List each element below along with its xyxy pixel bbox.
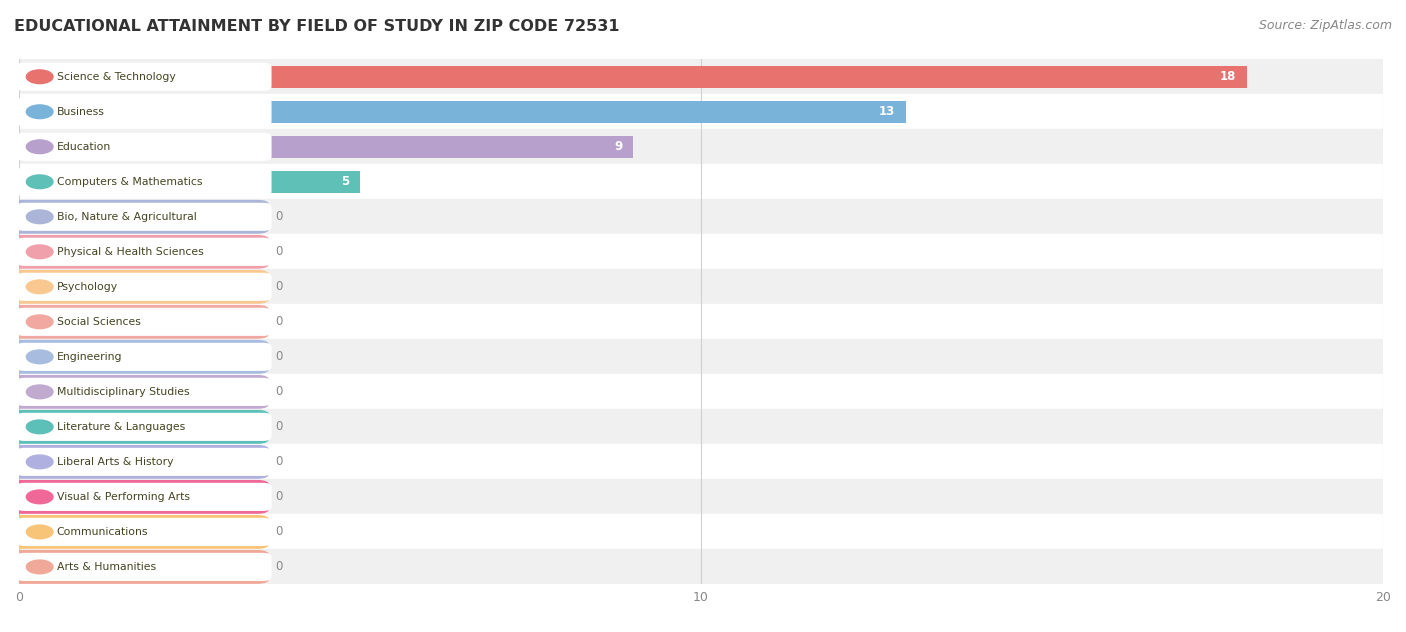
Text: Source: ZipAtlas.com: Source: ZipAtlas.com bbox=[1258, 19, 1392, 32]
Bar bbox=[20, 549, 1384, 585]
Text: Social Sciences: Social Sciences bbox=[56, 317, 141, 327]
FancyBboxPatch shape bbox=[15, 448, 271, 476]
Bar bbox=[20, 480, 1384, 514]
FancyBboxPatch shape bbox=[15, 133, 271, 161]
Circle shape bbox=[27, 560, 53, 574]
Circle shape bbox=[27, 280, 53, 294]
Text: Psychology: Psychology bbox=[56, 282, 118, 292]
FancyBboxPatch shape bbox=[15, 378, 271, 406]
FancyBboxPatch shape bbox=[7, 375, 270, 409]
FancyBboxPatch shape bbox=[15, 413, 271, 441]
Bar bbox=[20, 374, 1384, 410]
FancyBboxPatch shape bbox=[15, 203, 271, 231]
Text: Bio, Nature & Agricultural: Bio, Nature & Agricultural bbox=[56, 212, 197, 222]
Circle shape bbox=[27, 245, 53, 258]
Text: 0: 0 bbox=[274, 420, 283, 434]
Circle shape bbox=[27, 210, 53, 224]
FancyBboxPatch shape bbox=[7, 445, 270, 479]
Text: 0: 0 bbox=[274, 456, 283, 468]
Bar bbox=[20, 136, 633, 157]
Text: 0: 0 bbox=[274, 245, 283, 258]
Circle shape bbox=[27, 420, 53, 434]
Bar bbox=[20, 444, 1384, 480]
FancyBboxPatch shape bbox=[7, 340, 270, 374]
FancyBboxPatch shape bbox=[7, 480, 270, 514]
Bar bbox=[20, 164, 1384, 199]
FancyBboxPatch shape bbox=[15, 483, 271, 511]
Text: Arts & Humanities: Arts & Humanities bbox=[56, 562, 156, 572]
Circle shape bbox=[27, 105, 53, 119]
Circle shape bbox=[27, 455, 53, 469]
Text: 0: 0 bbox=[274, 525, 283, 538]
Bar bbox=[20, 514, 1384, 549]
Text: Science & Technology: Science & Technology bbox=[56, 72, 176, 82]
Text: Multidisciplinary Studies: Multidisciplinary Studies bbox=[56, 387, 190, 397]
FancyBboxPatch shape bbox=[15, 343, 271, 371]
Text: 0: 0 bbox=[274, 386, 283, 398]
Text: EDUCATIONAL ATTAINMENT BY FIELD OF STUDY IN ZIP CODE 72531: EDUCATIONAL ATTAINMENT BY FIELD OF STUDY… bbox=[14, 19, 620, 34]
Bar bbox=[20, 101, 905, 123]
Text: Computers & Mathematics: Computers & Mathematics bbox=[56, 177, 202, 187]
Bar bbox=[20, 269, 1384, 305]
FancyBboxPatch shape bbox=[7, 305, 270, 339]
Bar bbox=[20, 305, 1384, 339]
Text: Education: Education bbox=[56, 142, 111, 152]
Bar bbox=[20, 94, 1384, 130]
FancyBboxPatch shape bbox=[15, 238, 271, 266]
Text: Literature & Languages: Literature & Languages bbox=[56, 422, 186, 432]
Text: Communications: Communications bbox=[56, 527, 148, 537]
Text: 0: 0 bbox=[274, 210, 283, 223]
FancyBboxPatch shape bbox=[7, 410, 270, 444]
Circle shape bbox=[27, 385, 53, 399]
FancyBboxPatch shape bbox=[15, 63, 271, 91]
Bar bbox=[20, 199, 1384, 234]
Text: 18: 18 bbox=[1220, 70, 1236, 83]
Bar bbox=[20, 66, 1247, 88]
FancyBboxPatch shape bbox=[15, 273, 271, 301]
Bar bbox=[20, 171, 360, 193]
Circle shape bbox=[27, 140, 53, 154]
FancyBboxPatch shape bbox=[7, 200, 270, 234]
Text: Physical & Health Sciences: Physical & Health Sciences bbox=[56, 247, 204, 257]
Text: 13: 13 bbox=[879, 106, 896, 118]
Text: 0: 0 bbox=[274, 281, 283, 293]
Text: 0: 0 bbox=[274, 490, 283, 503]
Circle shape bbox=[27, 490, 53, 504]
FancyBboxPatch shape bbox=[7, 270, 270, 304]
FancyBboxPatch shape bbox=[7, 550, 270, 584]
Bar bbox=[20, 59, 1384, 94]
Circle shape bbox=[27, 350, 53, 363]
Bar bbox=[20, 130, 1384, 164]
Bar bbox=[20, 410, 1384, 444]
Circle shape bbox=[27, 70, 53, 83]
FancyBboxPatch shape bbox=[15, 553, 271, 581]
Text: 0: 0 bbox=[274, 561, 283, 573]
Bar bbox=[20, 339, 1384, 374]
FancyBboxPatch shape bbox=[15, 308, 271, 336]
FancyBboxPatch shape bbox=[15, 167, 271, 196]
Text: Visual & Performing Arts: Visual & Performing Arts bbox=[56, 492, 190, 502]
Text: 0: 0 bbox=[274, 315, 283, 329]
FancyBboxPatch shape bbox=[7, 515, 270, 549]
Text: Liberal Arts & History: Liberal Arts & History bbox=[56, 457, 173, 467]
Circle shape bbox=[27, 525, 53, 538]
Text: Engineering: Engineering bbox=[56, 352, 122, 362]
Text: Business: Business bbox=[56, 107, 104, 117]
FancyBboxPatch shape bbox=[7, 235, 270, 269]
Circle shape bbox=[27, 175, 53, 188]
Text: 0: 0 bbox=[274, 350, 283, 363]
Text: 5: 5 bbox=[342, 175, 350, 188]
Bar bbox=[20, 234, 1384, 269]
Circle shape bbox=[27, 315, 53, 329]
FancyBboxPatch shape bbox=[15, 518, 271, 546]
FancyBboxPatch shape bbox=[15, 98, 271, 126]
Text: 9: 9 bbox=[614, 140, 623, 154]
